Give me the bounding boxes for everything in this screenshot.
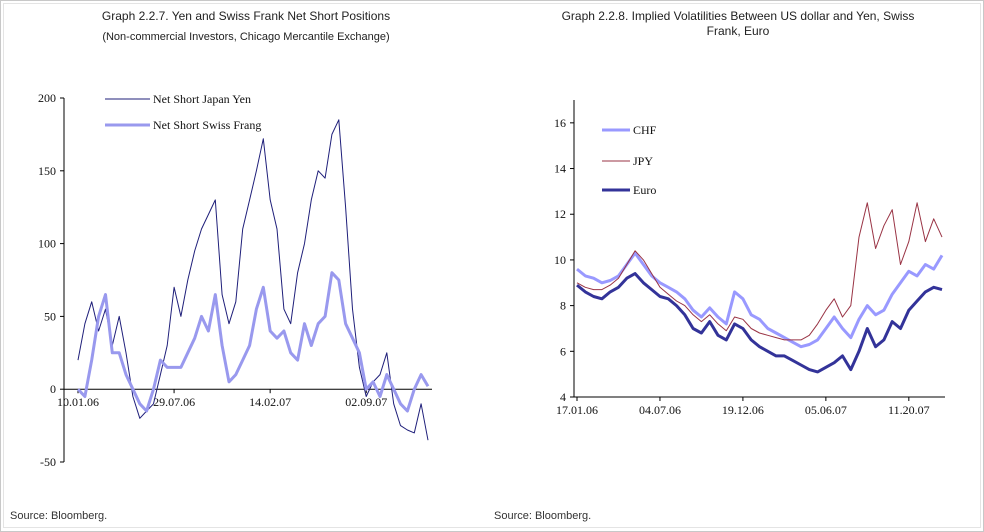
y-tick-label: 150	[38, 164, 56, 178]
x-tick-label: 04.07.06	[639, 403, 681, 417]
x-tick-label: 11.20.07	[888, 403, 930, 417]
series-line	[576, 272, 943, 374]
series-line	[576, 202, 943, 341]
y-tick-label: 200	[38, 91, 56, 105]
y-tick-label: 12	[554, 207, 566, 221]
source-note: Source: Bloomberg.	[494, 510, 591, 522]
x-tick-label: 29.07.06	[153, 395, 195, 409]
y-tick-label: 0	[50, 382, 56, 396]
y-tick-label: 16	[554, 116, 566, 130]
y-tick-label: 50	[44, 309, 56, 323]
x-tick-label: 17.01.06	[556, 403, 598, 417]
y-tick-label: 4	[560, 390, 566, 404]
source-note: Source: Bloomberg.	[10, 510, 107, 522]
series-line	[76, 271, 430, 413]
x-tick-label: 05.06.07	[805, 403, 847, 417]
y-tick-label: 14	[554, 162, 566, 176]
y-tick-label: -50	[40, 455, 56, 469]
frame-inner	[3, 3, 981, 528]
x-tick-label: 19.12.06	[722, 403, 764, 417]
x-tick-label: 10.01.06	[57, 395, 99, 409]
legend-label: Net Short Swiss Frang	[153, 118, 261, 132]
chart-title: Graph 2.2.7. Yen and Swiss Frank Net Sho…	[102, 9, 390, 23]
y-tick-label: 8	[560, 299, 566, 313]
series-line	[77, 119, 429, 441]
chart-subtitle: (Non-commercial Investors, Chicago Merca…	[102, 31, 389, 43]
legend-label: JPY	[633, 154, 653, 168]
x-tick-label: 02.09.07	[345, 395, 387, 409]
legend-label: Euro	[633, 183, 656, 197]
series-line	[576, 251, 944, 349]
y-tick-label: 6	[560, 344, 566, 358]
y-tick-label: 100	[38, 237, 56, 251]
legend-label: CHF	[633, 123, 657, 137]
chart-title: Graph 2.2.8. Implied Volatilities Betwee…	[562, 9, 915, 38]
x-tick-label: 14.02.07	[249, 395, 291, 409]
legend-label: Net Short Japan Yen	[153, 92, 251, 106]
y-tick-label: 10	[554, 253, 566, 267]
